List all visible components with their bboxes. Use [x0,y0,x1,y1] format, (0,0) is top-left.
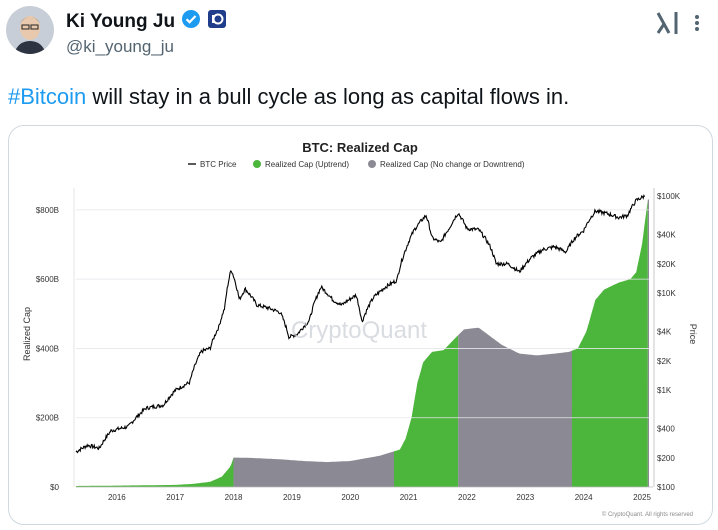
x-tick-label-7: 2023 [516,493,534,502]
btc-price-line [75,194,646,454]
y2-tick-label-0: $100 [657,483,675,492]
x-tick-label-5: 2021 [400,493,418,502]
x-tick-label-6: 2022 [458,493,476,502]
uptrend-area-0 [76,457,234,487]
legend-swatch-2 [368,160,376,168]
y2-tick-label-3: $1K [657,386,672,395]
hashtag-link[interactable]: #Bitcoin [8,84,87,109]
y2-tick-label-1: $200 [657,454,675,463]
downtrend-area-3 [458,327,572,487]
chart-watermark: CryptoQuant [291,317,427,344]
y2-tick-label-6: $10K [657,289,676,298]
realized-cap-chart: CryptoQuant BTC: Realized Cap BTC Price R… [22,140,698,518]
avatar[interactable] [6,6,54,54]
y2-tick-label-4: $2K [657,357,672,366]
chart-legend: BTC Price Realized Cap (Uptrend) Realized … [188,160,525,169]
chart-card[interactable]: CryptoQuant BTC: Realized Cap BTC Price R… [8,125,713,525]
legend-label-2[interactable]: Realized Cap (No change or Downtrend) [380,160,525,169]
chart-footer: © CryptoQuant. All rights reserved [602,511,693,518]
y2-tick-label-5: $4K [657,328,672,337]
y-axis-label: Realized Cap [22,307,32,361]
grok-icon[interactable] [655,10,681,36]
author-handle[interactable]: @ki_young_ju [66,37,174,56]
y-tick-label-2: $400B [36,344,59,353]
verified-badge-icon [181,9,201,35]
x-tick-label-2: 2018 [225,493,243,502]
y-tick-label-1: $200B [36,414,59,423]
more-options-icon[interactable] [690,8,704,38]
legend-label-0[interactable]: BTC Price [200,160,237,169]
x-tick-label-8: 2024 [575,493,593,502]
tweet-text: #Bitcoin will stay in a bull cycle as lo… [8,84,569,110]
downtrend-area-1 [233,451,395,487]
x-tick-label-4: 2020 [341,493,359,502]
legend-label-1[interactable]: Realized Cap (Uptrend) [265,160,349,169]
y2-tick-label-8: $40K [657,231,676,240]
downtrend-area-5 [647,199,649,487]
x-tick-label-3: 2019 [283,493,301,502]
author-name-row[interactable]: Ki Young Ju [66,9,227,35]
y-tick-label-0: $0 [50,483,59,492]
x-tick-label-1: 2017 [166,493,184,502]
y2-axis-label: Price [688,324,698,345]
y2-tick-label-9: $100K [657,192,681,201]
y-tick-label-4: $800B [36,206,59,215]
y2-tick-label-7: $20K [657,260,676,269]
uptrend-area-2 [394,335,459,487]
y-tick-label-3: $600B [36,275,59,284]
x-tick-label-9: 2025 [633,493,651,502]
author-name[interactable]: Ki Young Ju [66,11,176,32]
chart-title: BTC: Realized Cap [302,140,418,155]
legend-swatch-1 [253,160,261,168]
affiliate-badge-icon[interactable] [207,9,227,35]
tweet-body: will stay in a bull cycle as long as cap… [86,84,570,109]
y2-tick-label-2: $400 [657,425,675,434]
x-tick-label-0: 2016 [108,493,126,502]
uptrend-area-4 [571,199,648,487]
